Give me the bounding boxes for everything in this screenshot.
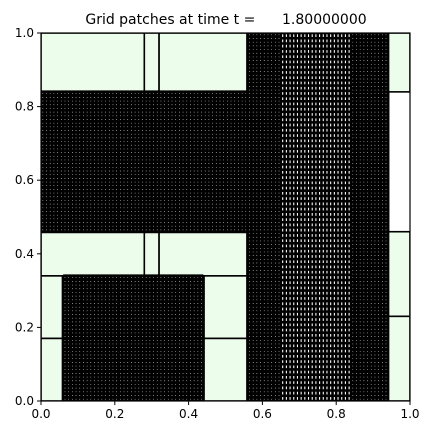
y-tick-label: 0.6 — [15, 173, 34, 187]
y-tick-label: 1.0 — [15, 26, 34, 40]
light-patch-1 — [143, 33, 160, 93]
x-tick-label: 0.4 — [179, 407, 198, 421]
light-patch-2 — [158, 33, 249, 93]
light-patch-11 — [387, 230, 410, 318]
x-tick-label: 1.0 — [400, 407, 419, 421]
y-tick-label: 0.8 — [15, 100, 34, 114]
light-patch-12 — [387, 315, 410, 401]
y-tick-label: 0.2 — [15, 320, 34, 334]
light-patch-9 — [202, 337, 249, 401]
fine-patch-grid-1 — [61, 274, 205, 401]
y-axis: 0.0 0.2 0.4 0.6 0.8 1.0 — [15, 26, 41, 408]
fine-patch-grid-3 — [349, 33, 390, 401]
light-patch-5 — [158, 230, 249, 277]
fine-patch-edge-1 — [62, 275, 205, 401]
x-tick-label: 0.6 — [253, 407, 272, 421]
plot-frame — [40, 32, 411, 402]
light-patch-10 — [387, 33, 410, 93]
patch-layer — [41, 33, 410, 401]
fine-patch-grid-2 — [246, 33, 283, 401]
light-patch-0 — [41, 33, 146, 93]
x-tick-label: 0.8 — [327, 407, 346, 421]
light-patch-8 — [202, 275, 249, 340]
y-tick-label: 0.4 — [15, 247, 34, 261]
light-patch-4 — [143, 230, 160, 277]
x-tick-label: 0.0 — [31, 407, 50, 421]
chart-title: Grid patches at time t = 1.80000000 — [85, 12, 366, 28]
medium-patch-edge-0 — [280, 33, 352, 401]
y-tick-label: 0.0 — [15, 394, 34, 408]
light-patch-7 — [41, 337, 64, 401]
light-patch-6 — [41, 275, 64, 340]
x-tick-label: 0.2 — [105, 407, 124, 421]
light-patch-3 — [41, 230, 146, 277]
x-axis: 0.0 0.2 0.4 0.6 0.8 1.0 — [31, 401, 420, 421]
